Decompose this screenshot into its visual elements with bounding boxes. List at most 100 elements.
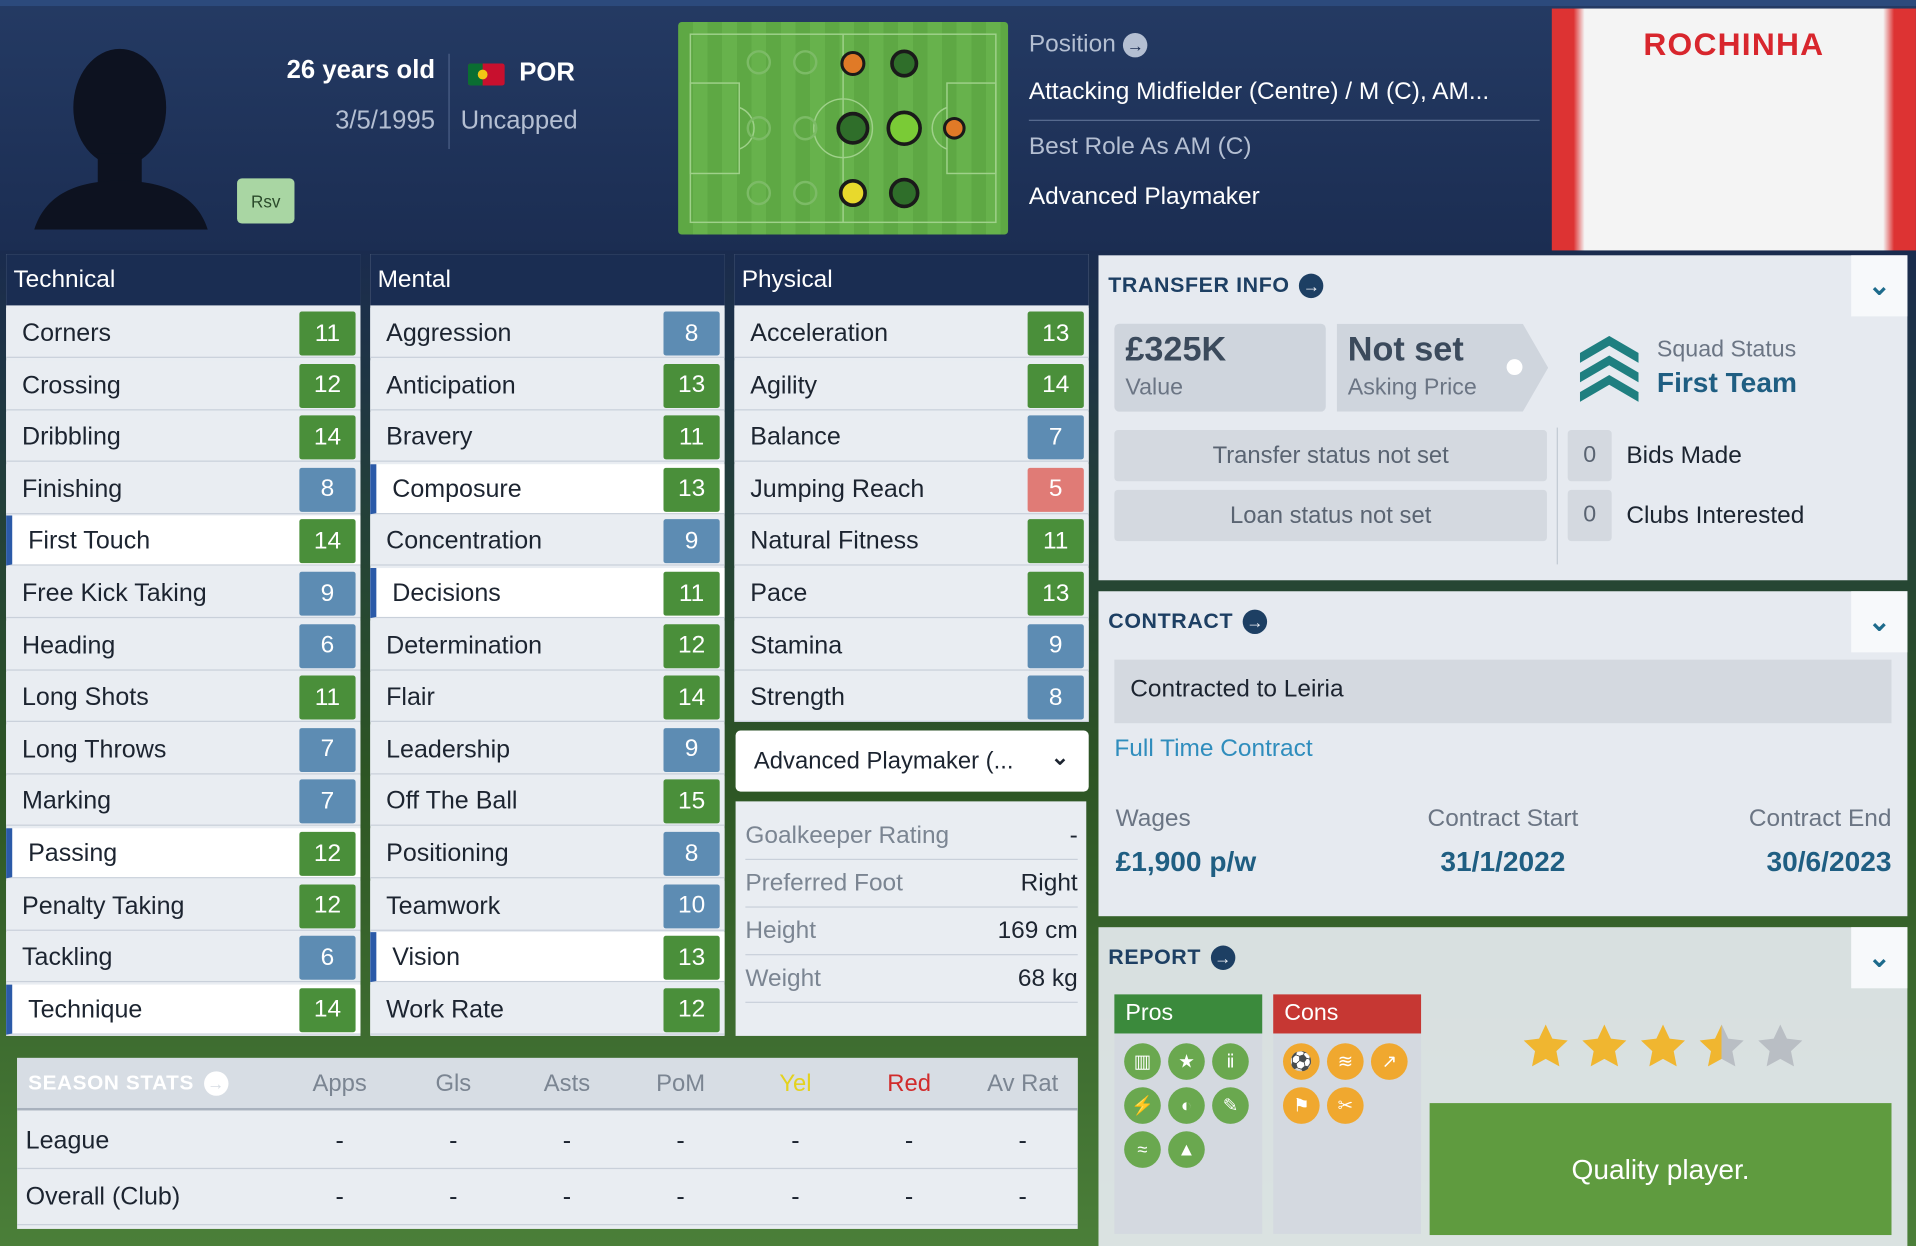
stat-cell: - [562, 1182, 572, 1211]
attribute-row[interactable]: Technique 14 [6, 984, 361, 1035]
squad-status-value[interactable]: First Team [1656, 366, 1797, 399]
attribute-row[interactable]: Long Throws 7 [6, 724, 361, 775]
club-shirt: ROCHINHA [1551, 8, 1916, 251]
tackle-icon[interactable]: ✂ [1326, 1087, 1364, 1124]
attribute-row[interactable]: Off The Ball 15 [370, 776, 725, 827]
flag-icon[interactable]: ⚑ [1282, 1087, 1320, 1124]
loan-status-button[interactable]: Loan status not set [1114, 489, 1547, 542]
season-stats-title: SEASON STATS [28, 1071, 194, 1095]
attribute-row[interactable]: Crossing 12 [6, 359, 361, 410]
attribute-row[interactable]: Leadership 9 [370, 724, 725, 775]
ball-warning-icon[interactable]: ⚽ [1282, 1043, 1320, 1080]
attribute-row[interactable]: Vision 13 [370, 932, 725, 983]
attribute-row[interactable]: Natural Fitness 11 [734, 515, 1089, 567]
attribute-row[interactable]: Tackling 6 [6, 932, 361, 983]
attribute-value: 12 [299, 883, 356, 928]
report-header[interactable]: REPORT → [1108, 944, 1236, 970]
attribute-name: Long Throws [21, 735, 167, 764]
strength-icon[interactable]: ▥ [1124, 1043, 1161, 1080]
attribute-value: 7 [1027, 415, 1084, 460]
contract-type-link[interactable]: Full Time Contract [1114, 735, 1313, 763]
attribute-row[interactable]: Aggression 8 [370, 307, 725, 358]
attribute-row[interactable]: Concentration 9 [370, 515, 725, 567]
attribute-row[interactable]: Work Rate 12 [370, 984, 725, 1035]
attribute-row[interactable]: Bravery 11 [370, 411, 725, 462]
position-dot [890, 49, 919, 78]
info-row: Weight 68 kg [745, 957, 1078, 1003]
info-row: Height 169 cm [745, 909, 1078, 956]
attribute-value: 11 [663, 571, 720, 616]
attribute-row[interactable]: Stamina 9 [734, 620, 1089, 671]
transfer-status-button[interactable]: Transfer status not set [1114, 430, 1547, 482]
boot-icon[interactable]: ✎ [1212, 1087, 1249, 1124]
chevron-down-icon: ⌄ [1868, 941, 1891, 973]
stat-column-header[interactable]: Red [887, 1070, 931, 1097]
attribute-value: 9 [663, 519, 720, 564]
collapse-button[interactable]: ⌄ [1851, 255, 1908, 317]
attribute-row[interactable]: Agility 14 [734, 359, 1089, 410]
cone-icon[interactable]: ▲ [1168, 1131, 1205, 1168]
transfer-info-title: TRANSFER INFO [1108, 272, 1290, 297]
value-box: £325K Value [1114, 323, 1326, 412]
attribute-row[interactable]: Dribbling 14 [6, 411, 361, 462]
attribute-value: 13 [1027, 571, 1084, 616]
asking-price-box[interactable]: Not set Asking Price [1336, 323, 1549, 412]
attribute-row[interactable]: Pace 13 [734, 568, 1089, 619]
contract-header[interactable]: CONTRACT → [1108, 608, 1268, 634]
position-link[interactable]: Position → [1029, 31, 1148, 59]
stat-column-header[interactable]: PoM [656, 1070, 706, 1097]
brain-icon[interactable]: ◐ [1168, 1087, 1205, 1124]
lightning-icon[interactable]: ⚡ [1124, 1087, 1161, 1124]
attribute-row[interactable]: Flair 14 [370, 672, 725, 723]
stat-column-header[interactable]: Av Rat [987, 1070, 1059, 1097]
attribute-row[interactable]: Passing 12 [6, 828, 361, 879]
attribute-row[interactable]: Strength 8 [734, 672, 1089, 723]
position-pitch[interactable] [678, 21, 1009, 235]
stat-column-header[interactable]: Asts [543, 1070, 591, 1097]
star-icon[interactable]: ★ [1168, 1043, 1205, 1080]
season-stats-link[interactable]: SEASON STATS → [28, 1071, 229, 1096]
attribute-value: 13 [663, 935, 720, 980]
stat-cell: - [1018, 1182, 1027, 1211]
attribute-row[interactable]: Long Shots 11 [6, 672, 361, 723]
squad-tag-button[interactable]: Rsv [237, 178, 295, 224]
collapse-button[interactable]: ⌄ [1851, 927, 1908, 989]
attribute-name: Composure [392, 474, 522, 504]
attribute-name: Agility [750, 370, 818, 399]
attribute-row[interactable]: Composure 13 [370, 463, 725, 515]
attribute-row[interactable]: Determination 12 [370, 620, 725, 671]
trend-icon[interactable]: ↗ [1370, 1043, 1408, 1080]
attribute-row[interactable]: Positioning 8 [370, 828, 725, 879]
jumping-icon[interactable]: ≋ [1326, 1043, 1364, 1080]
attribute-row[interactable]: Marking 7 [6, 776, 361, 827]
collapse-button[interactable]: ⌄ [1851, 591, 1908, 653]
stat-column-header[interactable]: Yel [779, 1070, 812, 1097]
star-half-icon [1699, 1024, 1744, 1067]
attribute-row[interactable]: Anticipation 13 [370, 359, 725, 410]
attribute-name: Passing [28, 839, 118, 868]
stat-column-header[interactable]: Gls [435, 1070, 472, 1097]
attribute-row[interactable]: Penalty Taking 12 [6, 880, 361, 931]
dribble-icon[interactable]: ≈ [1124, 1131, 1161, 1168]
attribute-row[interactable]: Heading 6 [6, 620, 361, 671]
stat-column-header[interactable]: Apps [312, 1070, 367, 1097]
attribute-row[interactable]: Corners 11 [6, 307, 361, 358]
attribute-row[interactable]: Decisions 11 [370, 568, 725, 619]
teamwork-icon[interactable]: ⅱ [1212, 1043, 1249, 1080]
attribute-row[interactable]: Jumping Reach 5 [734, 463, 1089, 515]
transfer-info-header[interactable]: TRANSFER INFO → [1108, 272, 1324, 298]
attribute-row[interactable]: Finishing 8 [6, 463, 361, 515]
contract-end-value: 30/6/2023 [1766, 845, 1892, 878]
attribute-row[interactable]: Teamwork 10 [370, 880, 725, 931]
attribute-row[interactable]: Balance 7 [734, 411, 1089, 462]
stat-cell: - [904, 1126, 914, 1155]
mental-panel: Mental Aggression 8 Anticipation 13 Bravery 1… [370, 254, 725, 1036]
attribute-row[interactable]: Free Kick Taking 9 [6, 568, 361, 619]
attribute-name: Teamwork [386, 891, 501, 920]
contract-end-label: Contract End [1748, 805, 1892, 832]
attribute-row[interactable]: First Touch 14 [6, 515, 361, 567]
nation-code[interactable]: POR [519, 58, 575, 87]
attribute-row[interactable]: Acceleration 13 [734, 307, 1089, 358]
attribute-value: 5 [1027, 467, 1084, 512]
role-dropdown[interactable]: Advanced Playmaker (... ⌄ [735, 730, 1089, 792]
